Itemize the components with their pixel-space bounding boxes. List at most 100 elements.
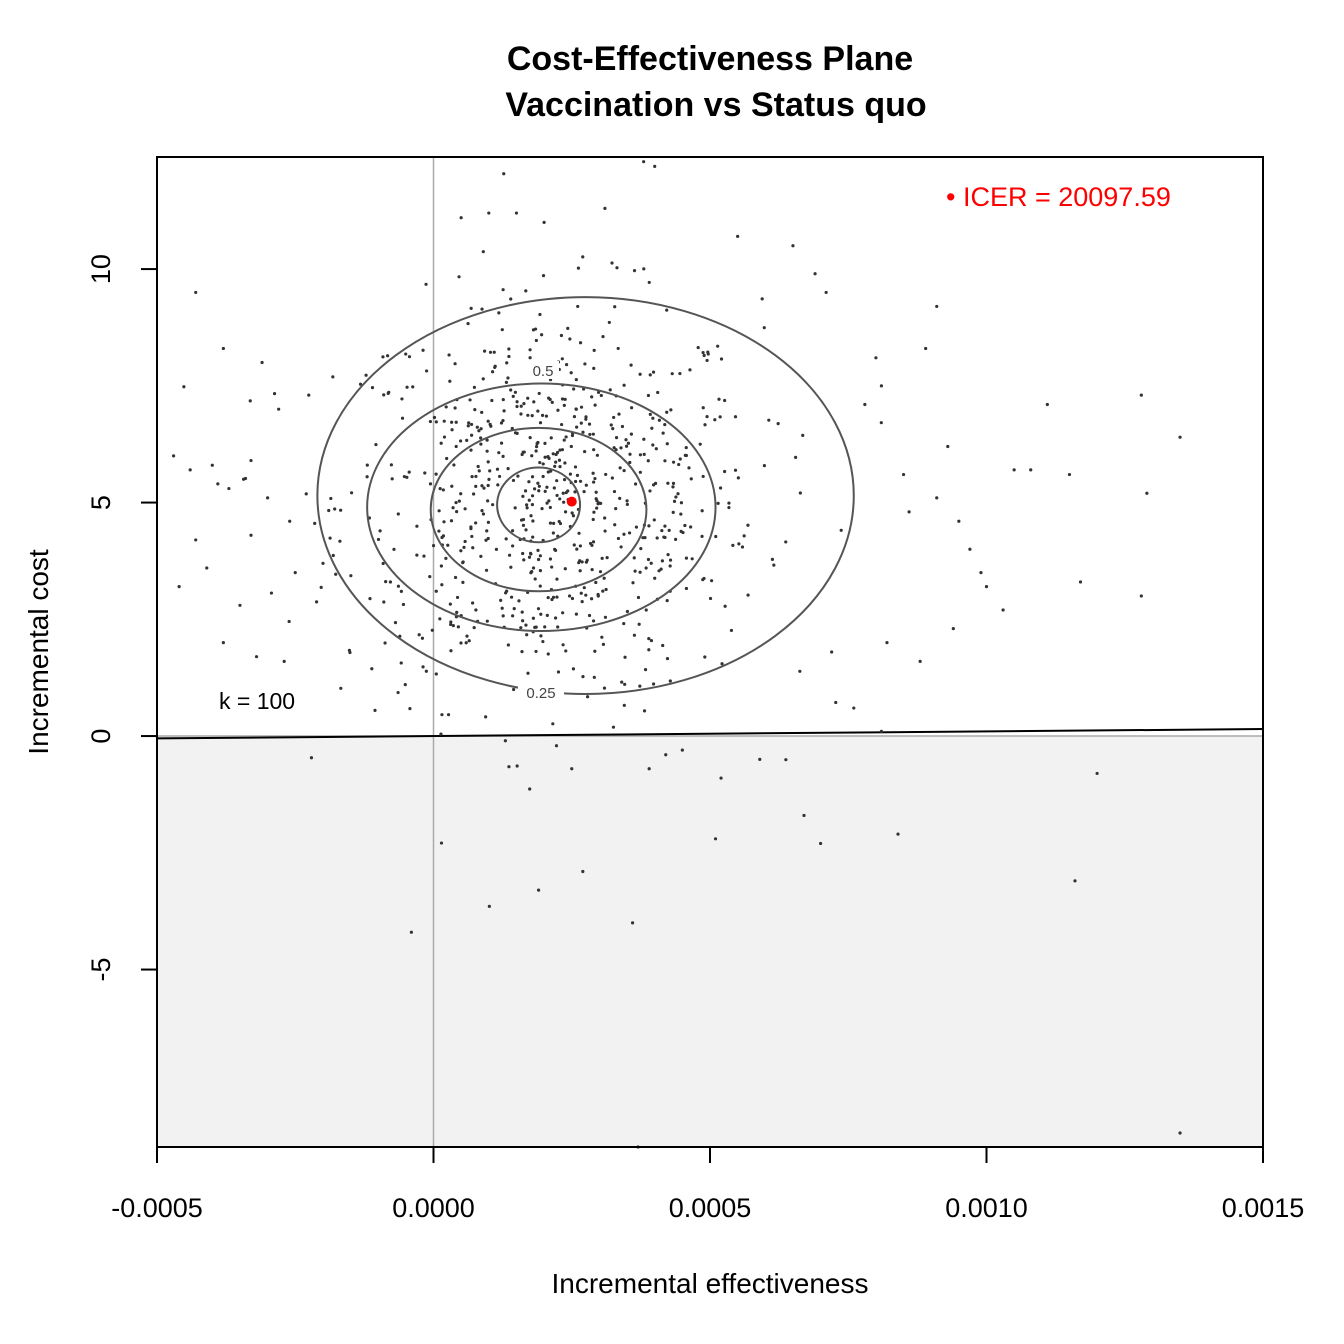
simulation-point bbox=[642, 437, 646, 441]
simulation-point bbox=[423, 471, 427, 475]
simulation-point bbox=[625, 499, 629, 503]
simulation-point bbox=[450, 484, 454, 488]
simulation-point bbox=[717, 397, 721, 401]
simulation-point bbox=[404, 352, 408, 356]
simulation-point bbox=[678, 371, 682, 376]
simulation-point bbox=[364, 373, 368, 377]
simulation-point bbox=[558, 497, 562, 501]
simulation-point bbox=[531, 519, 535, 523]
simulation-point bbox=[513, 506, 517, 510]
simulation-point bbox=[421, 665, 425, 669]
simulation-point bbox=[642, 267, 646, 271]
simulation-point bbox=[544, 414, 549, 418]
outlier-point bbox=[874, 356, 878, 360]
simulation-point bbox=[505, 589, 509, 593]
simulation-point bbox=[719, 357, 724, 361]
simulation-point bbox=[644, 608, 648, 612]
simulation-point bbox=[507, 354, 511, 359]
simulation-point bbox=[567, 594, 572, 598]
simulation-point bbox=[668, 558, 673, 562]
simulation-point bbox=[536, 607, 541, 611]
outlier-point bbox=[288, 519, 292, 523]
simulation-point bbox=[439, 564, 443, 568]
outlier-point bbox=[1029, 468, 1033, 472]
simulation-point bbox=[440, 583, 444, 587]
simulation-point bbox=[613, 523, 617, 527]
simulation-point bbox=[541, 639, 545, 644]
simulation-point bbox=[459, 492, 463, 496]
simulation-point bbox=[554, 460, 558, 464]
simulation-point bbox=[528, 436, 532, 440]
y-tick-label: 5 bbox=[86, 495, 116, 510]
simulation-point bbox=[733, 468, 738, 472]
simulation-point bbox=[442, 520, 446, 524]
plot-area: -0.0005 0.0000 0.0005 0.0010 0.0015 -5 0 5 10 bbox=[86, 156, 1304, 1223]
simulation-point bbox=[651, 416, 655, 420]
simulation-point bbox=[668, 564, 672, 568]
simulation-point bbox=[399, 661, 403, 665]
outlier-point bbox=[503, 739, 507, 743]
outlier-point bbox=[221, 346, 225, 351]
simulation-point bbox=[582, 489, 586, 494]
simulation-point bbox=[665, 442, 669, 446]
simulation-point bbox=[578, 479, 583, 483]
simulation-point bbox=[432, 415, 437, 420]
outlier-point bbox=[194, 538, 198, 542]
outlier-point bbox=[852, 706, 856, 710]
simulation-point bbox=[625, 609, 630, 614]
simulation-point bbox=[434, 472, 438, 476]
simulation-point bbox=[405, 475, 409, 479]
outlier-point bbox=[924, 346, 928, 351]
contour-label-gap bbox=[527, 361, 559, 379]
x-tick-label: -0.0005 bbox=[111, 1193, 203, 1223]
simulation-point bbox=[663, 535, 667, 540]
simulation-point bbox=[471, 546, 475, 550]
simulation-point bbox=[679, 501, 684, 505]
simulation-point bbox=[504, 380, 509, 384]
simulation-point bbox=[453, 406, 457, 410]
simulation-point bbox=[718, 415, 722, 419]
simulation-point bbox=[307, 393, 311, 397]
simulation-point bbox=[554, 744, 559, 748]
simulation-point bbox=[383, 641, 387, 645]
simulation-point bbox=[486, 483, 490, 488]
simulation-point bbox=[526, 671, 530, 675]
simulation-point bbox=[390, 477, 394, 481]
outlier-point bbox=[830, 650, 834, 654]
simulation-point bbox=[415, 553, 419, 557]
simulation-point bbox=[479, 442, 483, 446]
wtp-label: k = 100 bbox=[219, 688, 295, 714]
simulation-point bbox=[600, 556, 604, 560]
outlier-point bbox=[277, 407, 281, 411]
simulation-point bbox=[411, 385, 415, 389]
simulation-point bbox=[446, 543, 450, 547]
simulation-point bbox=[430, 628, 434, 632]
simulation-point bbox=[615, 266, 619, 270]
simulation-point bbox=[400, 416, 405, 420]
simulation-point bbox=[480, 509, 484, 513]
simulation-point bbox=[472, 626, 476, 630]
simulation-point bbox=[550, 565, 554, 569]
simulation-point bbox=[683, 453, 687, 457]
simulation-point bbox=[469, 306, 473, 310]
simulation-point bbox=[619, 446, 623, 450]
outlier-point bbox=[254, 655, 259, 659]
outlier-point bbox=[896, 832, 900, 836]
simulation-point bbox=[644, 566, 648, 570]
simulation-point bbox=[648, 412, 652, 416]
outlier-point bbox=[1139, 594, 1143, 598]
simulation-point bbox=[445, 456, 449, 461]
simulation-point bbox=[647, 524, 651, 528]
simulation-point bbox=[618, 496, 622, 500]
outlier-point bbox=[260, 360, 264, 365]
simulation-point bbox=[595, 499, 599, 503]
simulation-point bbox=[530, 414, 534, 418]
simulation-point bbox=[689, 525, 693, 529]
simulation-point bbox=[519, 412, 523, 416]
simulation-point bbox=[723, 398, 727, 403]
simulation-point bbox=[586, 695, 590, 699]
simulation-point bbox=[603, 615, 608, 619]
simulation-point bbox=[592, 510, 596, 514]
outlier-point bbox=[1073, 879, 1077, 883]
simulation-point bbox=[570, 511, 574, 515]
